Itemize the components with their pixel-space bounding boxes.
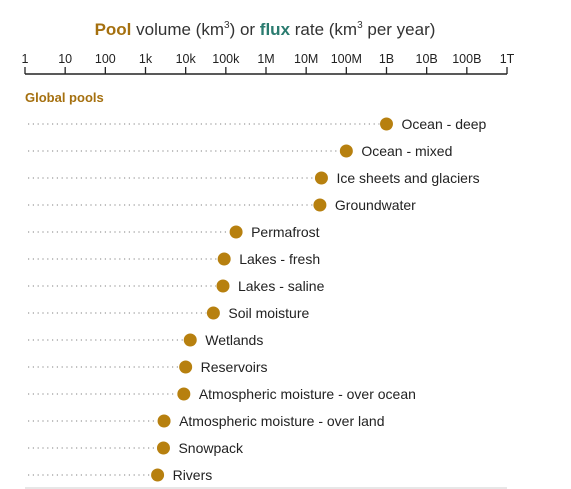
title-part-4: per year) [363,20,436,39]
data-point-label: Ice sheets and glaciers [336,170,479,186]
pool-row: Ice sheets and glaciers [28,170,480,186]
title-flux-word: flux [260,20,291,39]
data-point [217,252,231,266]
section-label-global-pools: Global pools [25,90,104,105]
x-tick-label: 1B [379,52,394,66]
x-tick-label: 100k [212,52,240,66]
pool-row: Lakes - fresh [28,251,320,267]
data-point-label: Lakes - fresh [239,251,320,267]
data-point-label: Atmospheric moisture - over ocean [199,386,416,402]
pool-row: Wetlands [28,332,263,348]
data-point [216,279,230,293]
data-point-label: Atmospheric moisture - over land [179,413,384,429]
data-point-label: Ocean - deep [402,116,487,132]
pool-row: Reservoirs [28,359,268,375]
data-point-label: Snowpack [178,440,244,456]
data-rows: Ocean - deep Ocean - mixed Ice sheets and … [28,116,487,483]
pool-row: Permafrost [28,224,320,240]
data-point [157,414,171,428]
data-point-label: Permafrost [251,224,320,240]
data-point [206,306,220,320]
x-tick-label: 10B [416,52,438,66]
x-tick-label: 1M [257,52,274,66]
data-point [179,360,193,374]
title-part-1: volume (km [131,20,224,39]
data-point [229,225,243,239]
x-tick-label: 10k [176,52,197,66]
data-point [339,144,353,158]
pool-row: Soil moisture [28,305,310,321]
title-part-3: rate (km [290,20,357,39]
pool-row: Atmospheric moisture - over ocean [28,386,416,402]
pool-row: Ocean - deep [28,116,487,132]
title-part-2: ) or [230,20,260,39]
data-point [183,333,197,347]
x-tick-label: 1T [500,52,515,66]
title-superscript-2: 3 [357,20,363,31]
data-point-label: Ocean - mixed [361,143,452,159]
pool-row: Atmospheric moisture - over land [28,413,384,429]
title-superscript-1: 3 [224,20,230,31]
x-tick-label: 10 [58,52,72,66]
pool-row: Snowpack [28,440,244,456]
data-point-label: Reservoirs [201,359,268,375]
data-point-label: Wetlands [205,332,263,348]
data-point [156,441,170,455]
title-pool-word: Pool [95,20,132,39]
pool-row: Groundwater [28,197,416,213]
x-tick-label: 1k [139,52,153,66]
x-tick-label: 1 [22,52,29,66]
x-tick-label: 100M [331,52,362,66]
data-point-label: Soil moisture [228,305,309,321]
chart-title: Pool volume (km3) or flux rate (km3 per … [95,20,436,39]
data-point-label: Rivers [173,467,213,483]
x-tick-label: 10M [294,52,318,66]
data-point-label: Groundwater [335,197,416,213]
x-axis: 1 10 100 1k 10k 100k 1M 10M 100M 1B 10B 100B 1T [22,52,515,75]
x-tick-label: 100 [95,52,116,66]
data-point [313,198,327,212]
pool-row: Lakes - saline [28,278,325,294]
data-point [177,387,191,401]
pool-row: Ocean - mixed [28,143,452,159]
pool-row: Rivers [28,467,212,483]
data-point-label: Lakes - saline [238,278,325,294]
x-tick-label: 100B [452,52,481,66]
data-point [380,117,393,131]
data-point [314,171,328,185]
data-point [151,468,165,482]
